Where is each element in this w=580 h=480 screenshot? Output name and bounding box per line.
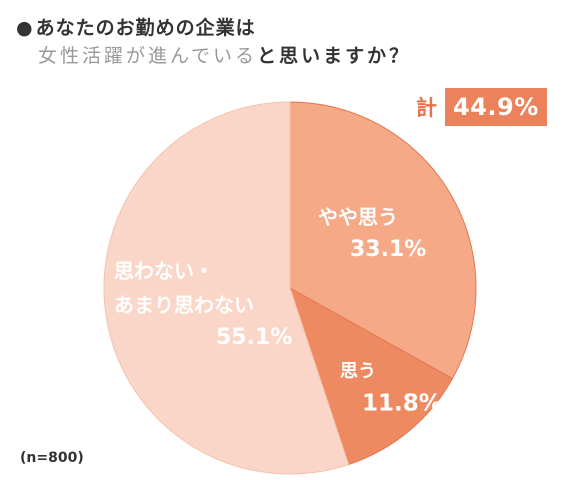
label-agree-percent: 11.8%	[362, 390, 442, 416]
title-bullet: ●	[16, 17, 34, 39]
label-disagree-name-0: 思わない・	[114, 259, 214, 283]
chart-title: ● あなたのお勤めの企業は 女性活躍が進んでいると思いますか？	[16, 14, 411, 70]
title-highlight: 女性活躍が進んでいる	[38, 45, 258, 67]
label-agree-name-0: 思う	[340, 361, 376, 382]
label-disagree-name-1: あまり思わない	[114, 293, 254, 317]
total-label: 計	[416, 96, 437, 120]
label-somewhat-agree-percent: 33.1%	[350, 237, 426, 262]
slice-disagree	[103, 101, 350, 475]
title-line-1: ● あなたのお勤めの企業は	[16, 14, 411, 42]
total-callout: 計 44.9%	[416, 88, 547, 126]
total-value: 44.9%	[445, 88, 547, 126]
title-line-2: 女性活躍が進んでいると思いますか？	[38, 42, 411, 70]
slice-somewhat-agree	[289, 101, 477, 380]
title-line-1-text: あなたのお勤めの企業は	[35, 17, 256, 39]
title-line-2-rest: と思いますか？	[257, 45, 412, 67]
sample-size: (n=800)	[20, 450, 84, 466]
slice-agree	[289, 286, 454, 466]
pie-labels: やや思う 33.1% 思う 11.8% 思わない・あまり思わない 55.1%	[114, 205, 442, 416]
label-somewhat-agree-name-0: やや思う	[318, 205, 398, 229]
pie-slices	[103, 101, 477, 475]
label-disagree-percent: 55.1%	[216, 325, 292, 350]
